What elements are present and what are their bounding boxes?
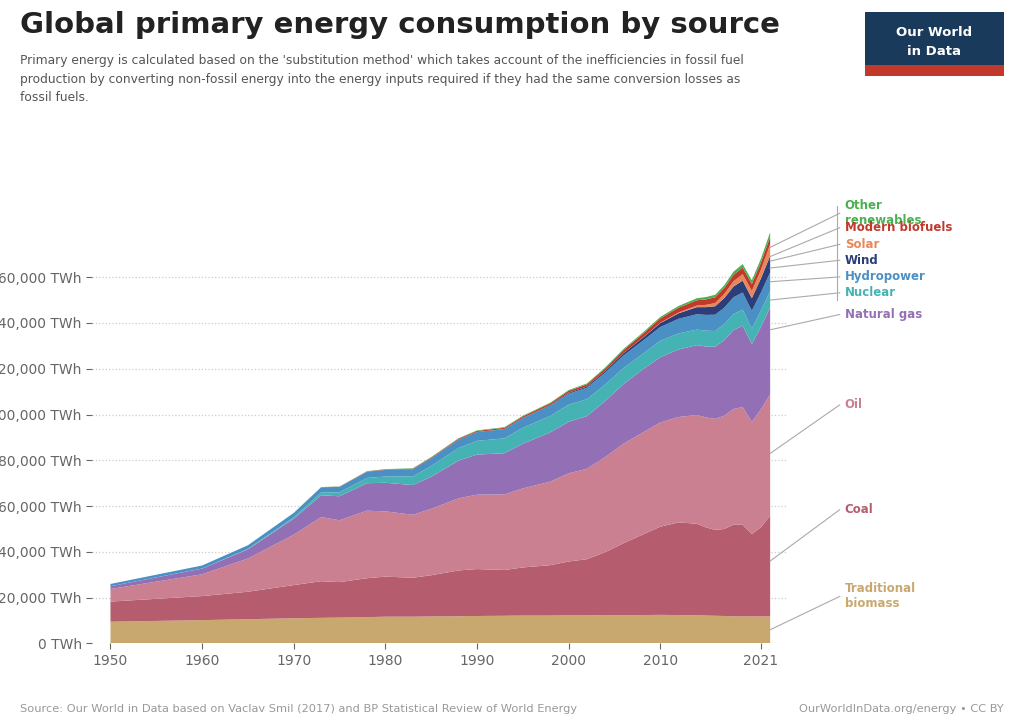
Text: Modern biofuels: Modern biofuels: [845, 221, 952, 234]
Text: Solar: Solar: [845, 238, 880, 251]
Text: Source: Our World in Data based on Vaclav Smil (2017) and BP Statistical Review : Source: Our World in Data based on Vacla…: [20, 704, 578, 714]
Text: Primary energy is calculated based on the 'substitution method' which takes acco: Primary energy is calculated based on th…: [20, 54, 744, 104]
Text: Other
renewables: Other renewables: [845, 200, 922, 227]
Text: in Data: in Data: [907, 46, 962, 59]
Text: Oil: Oil: [845, 398, 863, 411]
Text: Coal: Coal: [845, 503, 873, 516]
Text: OurWorldInData.org/energy • CC BY: OurWorldInData.org/energy • CC BY: [799, 704, 1004, 714]
Text: Traditional
biomass: Traditional biomass: [845, 583, 915, 610]
Text: Global primary energy consumption by source: Global primary energy consumption by sou…: [20, 11, 780, 39]
Bar: [865, 65, 1004, 76]
Text: Natural gas: Natural gas: [845, 308, 922, 321]
Text: Our World: Our World: [896, 26, 973, 39]
Text: Hydropower: Hydropower: [845, 270, 926, 283]
Text: Nuclear: Nuclear: [845, 286, 896, 299]
Text: Wind: Wind: [845, 254, 879, 267]
